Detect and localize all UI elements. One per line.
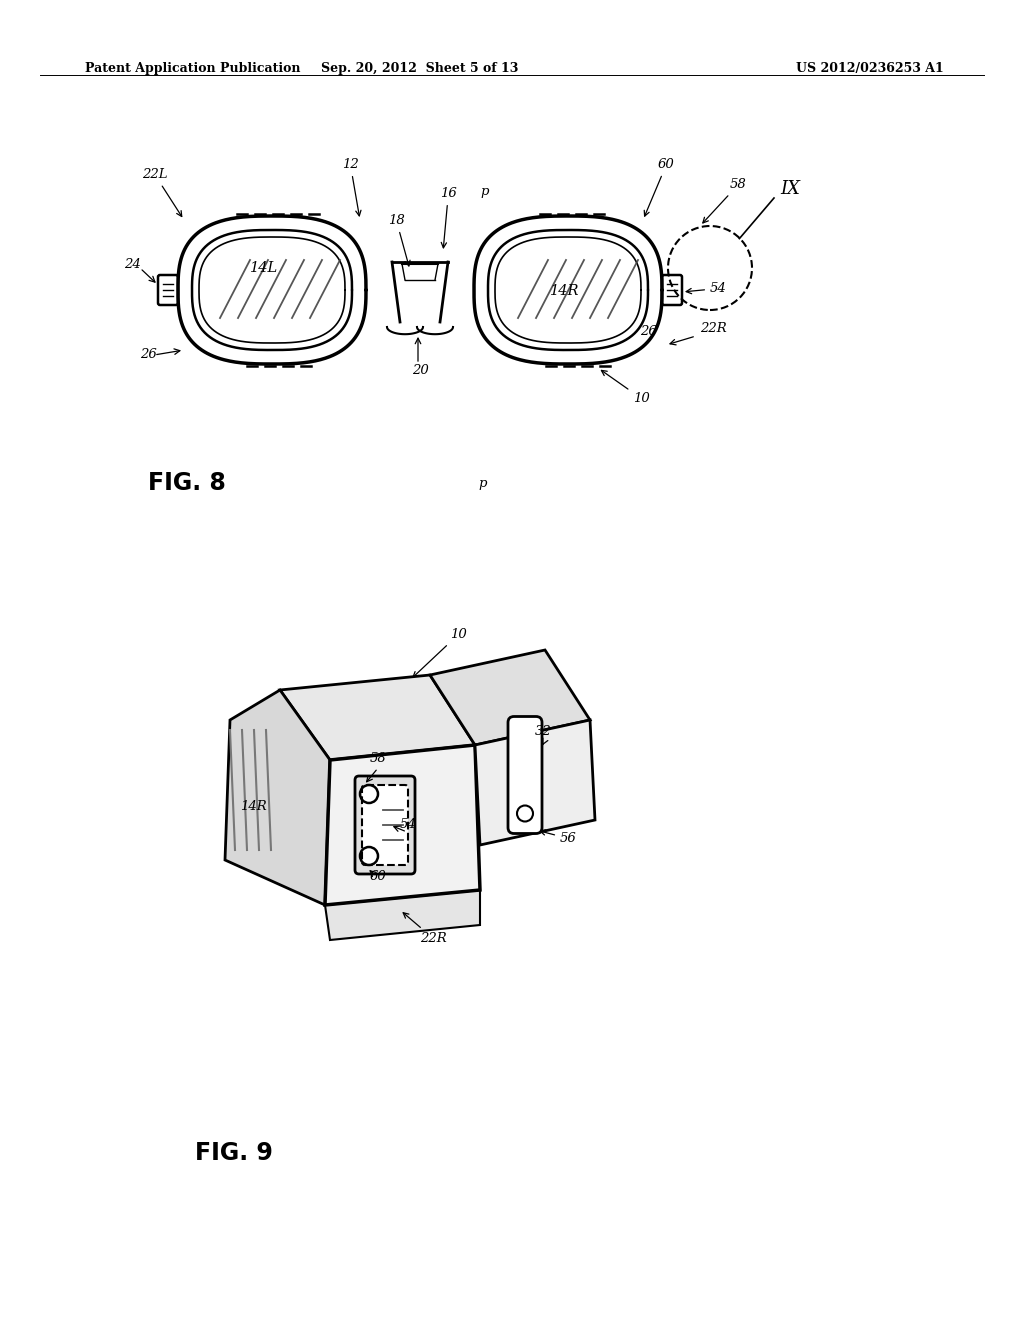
Polygon shape <box>430 649 590 744</box>
Polygon shape <box>280 675 475 760</box>
Text: 26: 26 <box>140 348 157 360</box>
Text: FIG. 8: FIG. 8 <box>148 471 226 495</box>
Polygon shape <box>325 744 480 906</box>
FancyBboxPatch shape <box>508 717 542 833</box>
Text: 56: 56 <box>540 830 577 845</box>
Text: 18: 18 <box>388 214 410 265</box>
Text: 22R: 22R <box>403 912 446 945</box>
Text: 16: 16 <box>440 187 457 248</box>
Text: 14L: 14L <box>250 261 279 275</box>
Text: 26: 26 <box>640 325 656 338</box>
Text: 54: 54 <box>400 818 417 832</box>
Text: 10: 10 <box>601 371 650 405</box>
Polygon shape <box>225 690 330 906</box>
Text: 24: 24 <box>124 257 140 271</box>
Text: p: p <box>478 477 486 490</box>
Text: 32: 32 <box>535 725 552 738</box>
Text: US 2012/0236253 A1: US 2012/0236253 A1 <box>796 62 944 75</box>
FancyBboxPatch shape <box>362 785 408 865</box>
Text: 58: 58 <box>370 752 387 766</box>
FancyBboxPatch shape <box>662 275 682 305</box>
Text: 20: 20 <box>412 364 429 378</box>
FancyBboxPatch shape <box>158 275 178 305</box>
Text: 12: 12 <box>342 158 361 216</box>
Text: p: p <box>480 185 488 198</box>
Text: 58: 58 <box>702 178 746 223</box>
Text: 14R: 14R <box>550 284 580 298</box>
Text: Patent Application Publication: Patent Application Publication <box>85 62 300 75</box>
Text: 60: 60 <box>644 158 675 216</box>
Text: 22R: 22R <box>700 322 727 335</box>
Text: 10: 10 <box>413 628 467 677</box>
Text: 54: 54 <box>686 282 727 294</box>
Text: 14R: 14R <box>240 800 266 813</box>
Polygon shape <box>475 719 595 845</box>
Text: IX: IX <box>780 180 800 198</box>
Text: 60: 60 <box>370 870 387 883</box>
Text: Sep. 20, 2012  Sheet 5 of 13: Sep. 20, 2012 Sheet 5 of 13 <box>322 62 519 75</box>
FancyBboxPatch shape <box>355 776 415 874</box>
Text: FIG. 9: FIG. 9 <box>195 1140 272 1166</box>
Text: 22L: 22L <box>142 168 181 216</box>
Polygon shape <box>325 890 480 940</box>
